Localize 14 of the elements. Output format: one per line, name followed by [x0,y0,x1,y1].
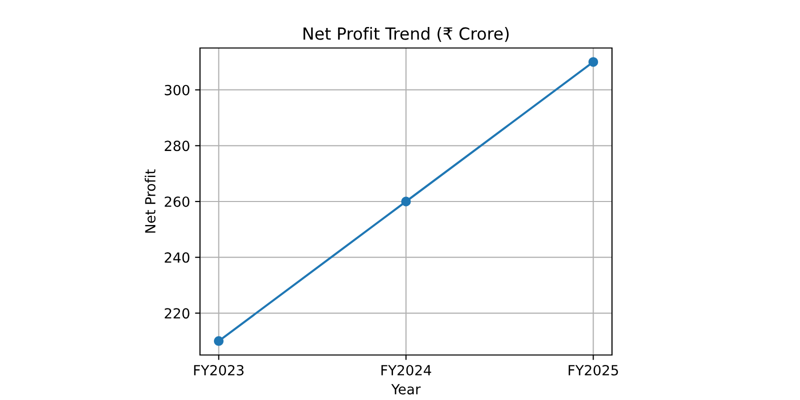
x-axis-title: Year [391,384,421,394]
y-tick-label: 260 [164,196,190,207]
point [214,336,224,346]
y-tick-label: 300 [164,84,190,96]
point [401,196,411,206]
chart-title: Net Profit Trend (₹ Crore) [304,27,509,42]
y-tick-label: 220 [164,308,190,319]
y-tick-label: 280 [164,140,190,152]
y-tick-label: 240 [164,252,190,263]
point [588,57,598,67]
x-tick-label: FY2025 [568,364,618,376]
x-tick-label: FY2023 [194,364,244,376]
y-axis-title: Net Profit [144,169,156,233]
x-tick-label: FY2024 [381,364,432,376]
